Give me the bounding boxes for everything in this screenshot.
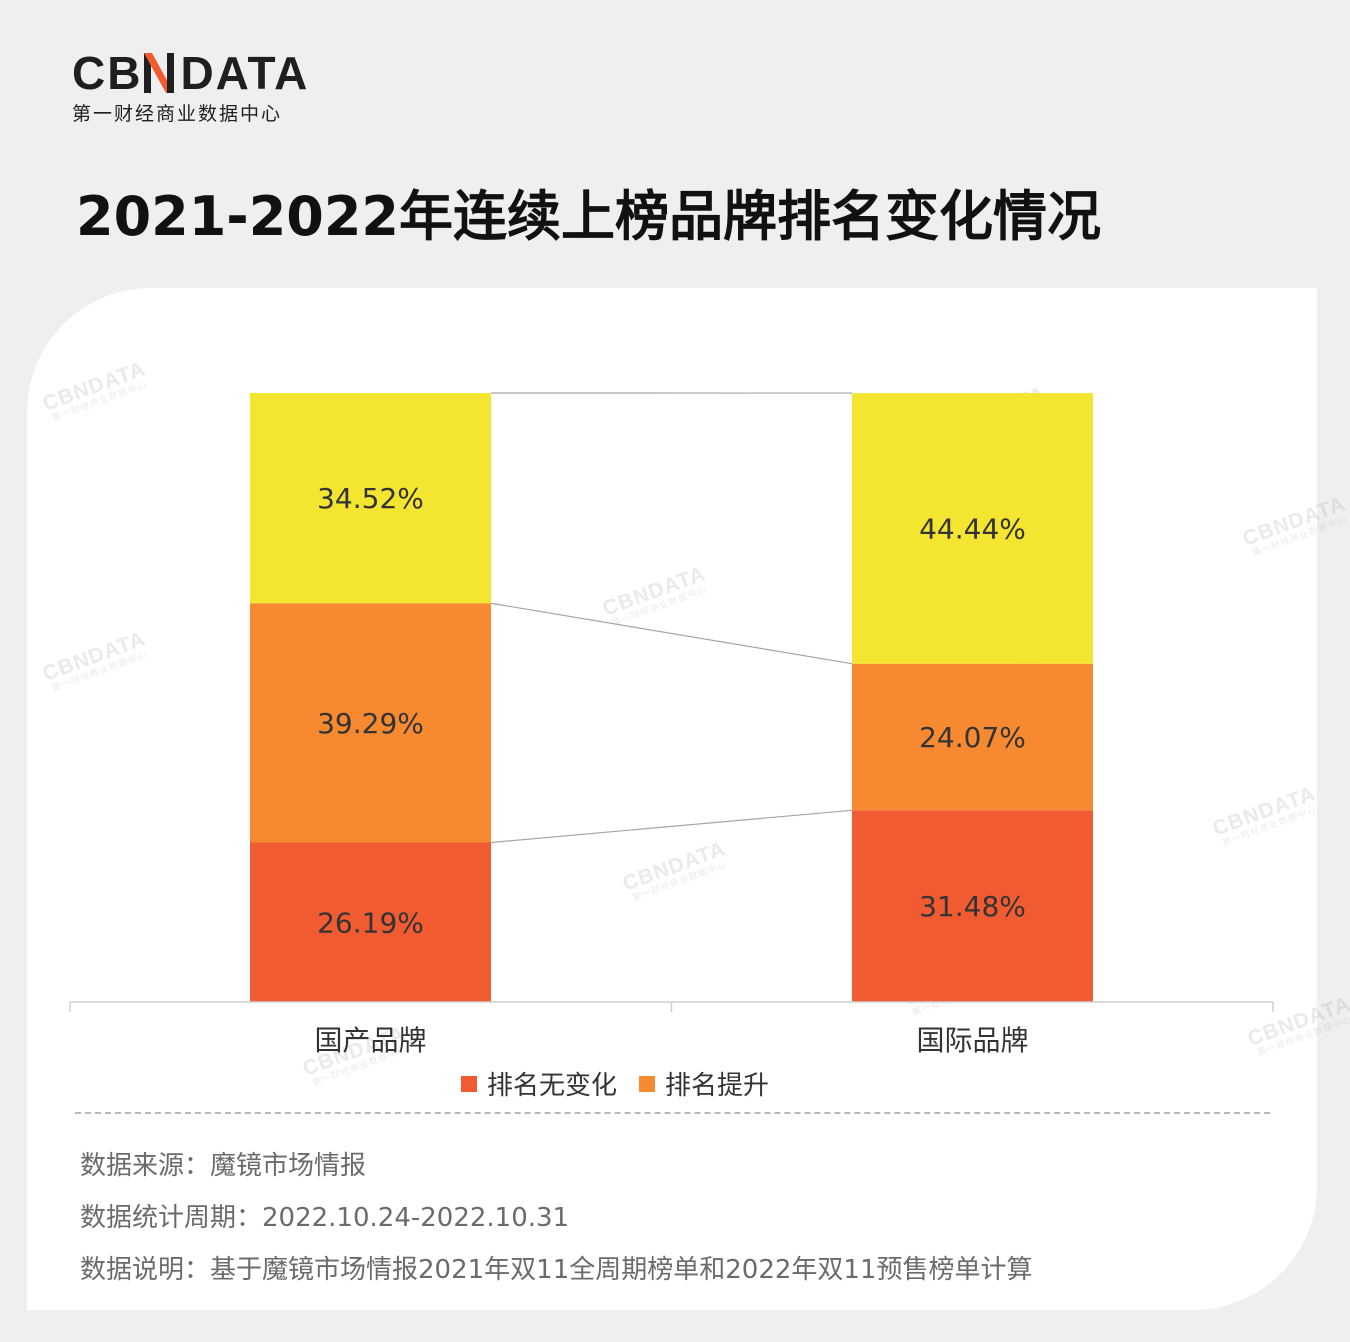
chart-legend: 排名无变化 排名提升 bbox=[461, 1065, 769, 1102]
logo-n-icon bbox=[144, 53, 175, 93]
bar-value-label: 39.29% bbox=[317, 707, 424, 740]
bar-segment bbox=[852, 663, 1093, 811]
note-source: 数据来源：魔镜市场情报 bbox=[80, 1151, 367, 1181]
logo-n-mark bbox=[144, 53, 175, 93]
legend-label-rank-up: 排名提升 bbox=[665, 1071, 770, 1101]
legend-item-rank-up: 排名提升 bbox=[639, 1065, 769, 1102]
note-explanation: 数据说明：基于魔镜市场情报2021年双11全周期榜单和2022年双11预售榜单计… bbox=[80, 1255, 1033, 1285]
bar-value-label: 44.44% bbox=[919, 512, 1026, 545]
legend-item-no-change: 排名无变化 bbox=[461, 1065, 617, 1102]
logo-text-right: DATA bbox=[180, 47, 310, 99]
bar-value-label: 34.52% bbox=[317, 482, 424, 515]
logo-subtitle: 第一财经商业数据中心 bbox=[72, 103, 283, 125]
legend-swatch-no-change bbox=[461, 1075, 477, 1092]
bar-segment bbox=[250, 393, 491, 604]
bar-segment bbox=[852, 393, 1093, 664]
bar-value-label: 31.48% bbox=[919, 890, 1026, 923]
cbndata-logo: CB DATA 第一财经商业数据中心 bbox=[72, 50, 332, 125]
logo-text-left: CB bbox=[72, 47, 143, 99]
data-notes: 数据来源：魔镜市场情报 数据统计周期：2022.10.24-2022.10.31… bbox=[80, 1140, 1033, 1296]
chart-card bbox=[27, 288, 1317, 1310]
page-title: 2021-2022年连续上榜品牌排名变化情况 bbox=[76, 185, 1101, 248]
bar-segment bbox=[250, 603, 491, 843]
x-tick-label: 国产品牌 bbox=[314, 1024, 426, 1057]
bar-value-label: 26.19% bbox=[317, 906, 424, 939]
x-tick-label: 国际品牌 bbox=[916, 1024, 1028, 1057]
legend-swatch-rank-up bbox=[639, 1075, 656, 1092]
bar-segment bbox=[852, 810, 1093, 1002]
logo-wordmark: CB DATA bbox=[72, 50, 332, 96]
dashed-divider bbox=[75, 1112, 1270, 1114]
note-period: 数据统计周期：2022.10.24-2022.10.31 bbox=[80, 1203, 570, 1233]
series-connector-line bbox=[490, 602, 853, 665]
bar-value-label: 24.07% bbox=[919, 721, 1026, 754]
bar-segment bbox=[250, 842, 491, 1002]
legend-label-no-change: 排名无变化 bbox=[487, 1071, 618, 1101]
series-connector-line bbox=[490, 809, 853, 844]
